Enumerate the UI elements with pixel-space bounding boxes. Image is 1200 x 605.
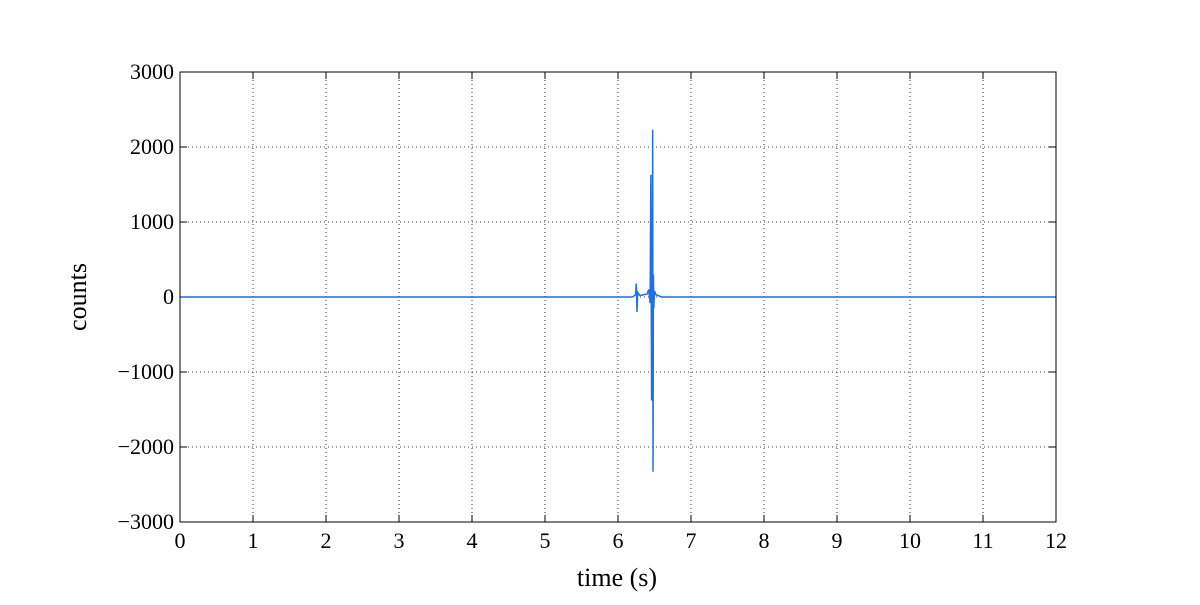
x-tick-label: 2 bbox=[321, 528, 332, 553]
x-tick-label: 11 bbox=[972, 528, 993, 553]
x-tick-label: 9 bbox=[832, 528, 843, 553]
x-tick-label: 4 bbox=[467, 528, 478, 553]
x-tick-label: 6 bbox=[613, 528, 624, 553]
y-tick-label: 0 bbox=[163, 284, 174, 309]
y-tick-label: −2000 bbox=[118, 434, 174, 459]
x-tick-label: 5 bbox=[540, 528, 551, 553]
signal-line bbox=[180, 129, 1056, 472]
x-tick-label: 7 bbox=[686, 528, 697, 553]
y-tick-label: −1000 bbox=[118, 359, 174, 384]
plot-frame bbox=[179, 71, 1057, 523]
x-tick-label: 8 bbox=[759, 528, 770, 553]
x-tick-label: 3 bbox=[394, 528, 405, 553]
x-tick-label: 0 bbox=[175, 528, 186, 553]
y-tick-label: 1000 bbox=[130, 209, 174, 234]
y-tick-label: −3000 bbox=[118, 509, 174, 534]
y-tick-label: 3000 bbox=[130, 59, 174, 84]
x-tick-label: 12 bbox=[1045, 528, 1067, 553]
x-axis-label: time (s) bbox=[577, 563, 657, 592]
x-tick-label: 1 bbox=[248, 528, 259, 553]
x-tick-label: 10 bbox=[899, 528, 921, 553]
y-axis-label: counts bbox=[63, 263, 92, 331]
y-tick-label: 2000 bbox=[130, 134, 174, 159]
